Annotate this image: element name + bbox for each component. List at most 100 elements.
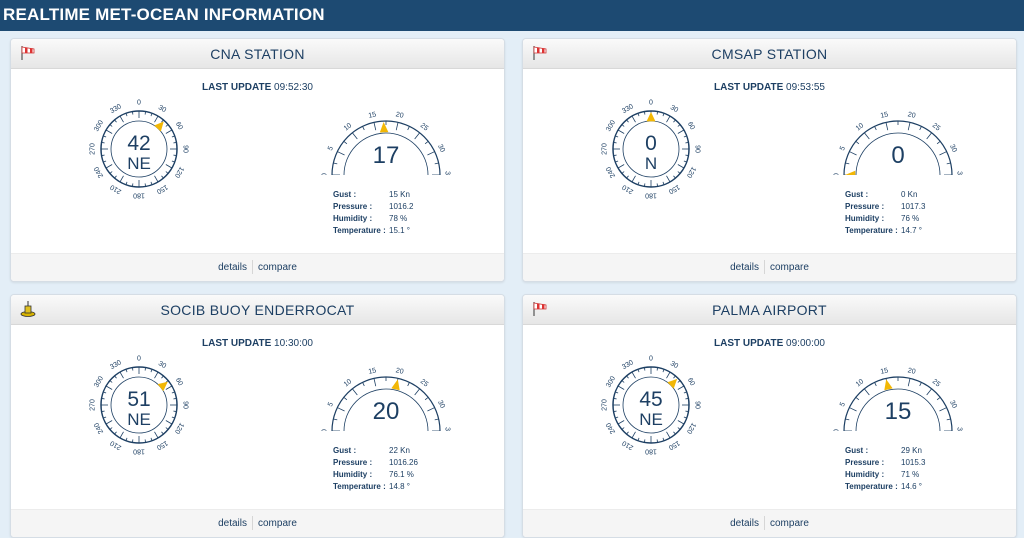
dial-tick <box>103 391 107 394</box>
gauge-tick <box>919 126 922 131</box>
card-header: PALMA AIRPORT <box>523 295 1016 325</box>
station-card: PALMA AIRPORT LAST UPDATE 09:00:00 0 30 60 90… <box>522 294 1017 538</box>
gauge-tick <box>362 382 365 387</box>
last-update-time: 09:53:55 <box>786 82 825 93</box>
dial-tick <box>637 437 640 441</box>
gauge-tick-label: 25 <box>419 122 430 132</box>
wind-speed-gauge: 0 5 10 15 20 25 30 35 0 <box>834 111 963 180</box>
gauge-tick <box>874 382 877 387</box>
card-header: CNA STATION <box>11 39 504 69</box>
dial-tick <box>673 375 676 379</box>
dial-tick <box>677 124 681 127</box>
pressure-label: Pressure : <box>333 458 373 467</box>
details-link[interactable]: details <box>218 262 247 273</box>
humidity-row: Humidity : 76 % <box>845 213 925 225</box>
dial-tick <box>677 385 685 390</box>
dial-tick <box>165 171 169 174</box>
gauge-tick-label: 20 <box>907 111 916 120</box>
dial-tick <box>105 129 113 134</box>
gauge-tick <box>919 382 922 387</box>
gauge-tick-label: 30 <box>948 144 958 154</box>
pressure-label: Pressure : <box>333 202 373 211</box>
windsock-icon <box>533 46 547 60</box>
last-update-label: LAST UPDATE <box>202 82 272 93</box>
dial-tick <box>101 410 105 412</box>
dial-tick <box>101 154 105 156</box>
dial-tick <box>109 380 113 383</box>
speed-value: 17 <box>373 142 400 169</box>
dial-tick <box>161 119 164 123</box>
dial-tick-label: 270 <box>602 143 609 155</box>
dial-tick-label: 30 <box>157 104 167 114</box>
last-update-label: LAST UPDATE <box>714 338 784 349</box>
gauge-tick-label: 20 <box>395 111 404 120</box>
dial-tick <box>637 113 640 117</box>
dial-tick <box>615 160 619 163</box>
gauge-tick-label: 5 <box>839 401 847 408</box>
dial-tick <box>673 175 676 179</box>
dial-tick <box>656 183 658 187</box>
direction-label: N <box>645 154 657 173</box>
gauge-tick-label: 35 <box>444 427 451 431</box>
footer-divider <box>252 260 253 275</box>
gauge-tick <box>333 162 338 165</box>
gauge-tick-label: 15 <box>368 111 377 120</box>
gauge-tick <box>373 378 377 387</box>
dial-tick-label: 150 <box>667 439 681 451</box>
dial-tick <box>132 367 134 371</box>
compare-link[interactable]: compare <box>258 262 297 273</box>
dial-tick <box>644 367 646 371</box>
dial-tick <box>171 135 175 138</box>
station-stats: Gust : 0 Kn Pressure : 1017.3 Humidity : 76 %… <box>845 189 925 237</box>
dial-tick <box>171 160 175 163</box>
speed-pointer <box>391 379 400 391</box>
gauge-inner-arc <box>343 132 429 176</box>
dial-tick <box>626 375 629 379</box>
gauge-tick <box>939 151 947 156</box>
dial-tick <box>613 142 617 144</box>
gust-label: Gust : <box>333 446 357 455</box>
card-footer: details compare <box>523 253 1016 281</box>
temperature-row: Temperature :14.8 ° <box>333 481 418 493</box>
gauge-tick <box>855 397 860 401</box>
footer-divider <box>764 260 765 275</box>
gust-value: 29 Kn <box>901 446 922 455</box>
details-link[interactable]: details <box>730 518 759 529</box>
dial-tick-label: 330 <box>621 103 635 115</box>
speed-wrap: 0 5 10 15 20 25 30 35 17 <box>321 75 451 179</box>
gauge-tick-label: 0 <box>834 173 841 175</box>
compare-link[interactable]: compare <box>770 518 809 529</box>
details-link[interactable]: details <box>730 262 759 273</box>
dial-tick <box>673 431 676 435</box>
station-stats: Gust : 29 Kn Pressure : 1015.3 Humidity : 71 … <box>845 445 925 493</box>
dial-tick-label: 0 <box>649 356 653 363</box>
dial-tick-label: 330 <box>109 359 123 371</box>
pressure-label: Pressure : <box>845 458 885 467</box>
dial-tick <box>165 129 173 134</box>
details-link[interactable]: details <box>218 518 247 529</box>
dial-tick <box>105 420 113 425</box>
dial-tick-label: 120 <box>685 421 697 435</box>
compare-link[interactable]: compare <box>258 518 297 529</box>
dial-tick <box>637 369 640 373</box>
direction-value: 42 <box>127 132 150 155</box>
pressure-label: Pressure : <box>845 202 885 211</box>
dial-tick-label: 270 <box>602 399 609 411</box>
humidity-value: 71 % <box>901 470 920 479</box>
gust-label: Gust : <box>845 190 869 199</box>
gauge-tick <box>352 388 358 396</box>
direction-value: 45 <box>639 388 662 411</box>
gauge-tick <box>926 132 932 140</box>
dial-tick <box>114 119 117 123</box>
gauge-tick-label: 25 <box>931 122 942 132</box>
direction-pointer <box>157 381 168 392</box>
dial-tick <box>165 427 169 430</box>
pressure-row: Pressure : 1015.3 <box>845 457 925 469</box>
dial-tick <box>161 431 164 435</box>
compare-link[interactable]: compare <box>770 262 809 273</box>
footer-divider <box>764 516 765 531</box>
gauge-tick <box>936 141 941 145</box>
dial-tick <box>683 391 687 394</box>
